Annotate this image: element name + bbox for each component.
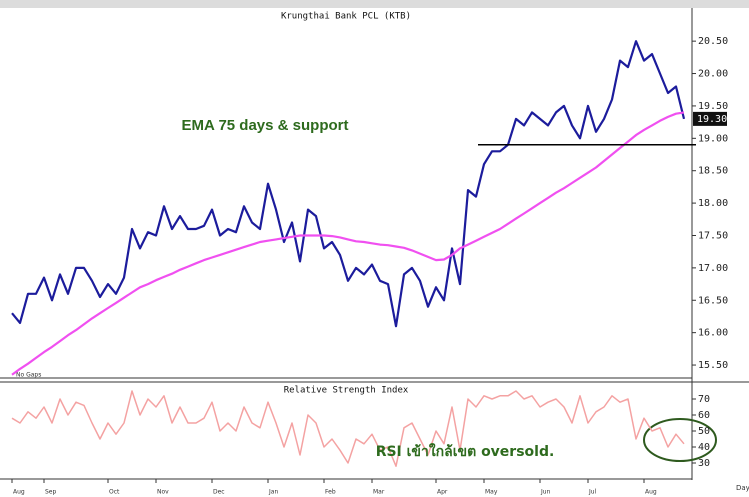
y-tick-label: 20.00 (698, 69, 728, 80)
x-tick-label: Oct (109, 489, 120, 496)
y-tick-label: 30 (698, 458, 710, 469)
y-tick-label: 50 (698, 426, 710, 437)
last-price-box (693, 111, 727, 126)
annotation: EMA 75 days & support (182, 117, 349, 134)
y-tick-label: 17.00 (698, 263, 728, 274)
note: No Gaps (16, 372, 41, 379)
x-axis-label: Day (736, 484, 749, 492)
y-tick-label: 70 (698, 394, 710, 405)
top-strip (0, 0, 749, 8)
series-line (11, 40, 686, 328)
x-tick-label: Jul (588, 489, 597, 496)
x-tick-label: Dec (213, 489, 225, 496)
series-line (11, 390, 685, 467)
x-tick-label: Mar (373, 489, 385, 496)
y-tick-label: 19.50 (698, 101, 728, 112)
y-tick-label: 60 (698, 410, 710, 421)
x-tick-label: Feb (325, 489, 336, 496)
x-tick-label: May (485, 489, 498, 496)
last-price-label: 19.30 (697, 114, 727, 125)
chart-title: Krungthai Bank PCL (KTB) (281, 12, 411, 22)
y-tick-label: 20.50 (698, 36, 728, 47)
y-tick-label: 40 (698, 442, 710, 453)
highlight-circle (643, 418, 717, 462)
chart-background (0, 8, 749, 497)
x-tick-label: Nov (157, 489, 169, 496)
x-tick-label: Aug (13, 489, 25, 496)
x-tick-label: Jun (540, 489, 551, 496)
y-tick-label: 17.50 (698, 230, 728, 241)
x-tick-label: Apr (437, 489, 448, 496)
x-tick-label: Aug (645, 489, 657, 496)
y-tick-label: 16.50 (698, 295, 728, 306)
annotation: RSI เข้าใกล้เขต oversold. (376, 442, 555, 460)
y-tick-label: 18.00 (698, 198, 728, 209)
series-line (11, 111, 685, 376)
y-tick-label: 16.00 (698, 328, 728, 339)
y-tick-label: 15.50 (698, 360, 728, 371)
rsi-title: Relative Strength Index (284, 386, 409, 396)
y-tick-label: 18.50 (698, 166, 728, 177)
x-tick-label: Sep (45, 489, 57, 496)
x-tick-label: Jan (268, 489, 278, 496)
y-tick-label: 19.00 (698, 133, 728, 144)
